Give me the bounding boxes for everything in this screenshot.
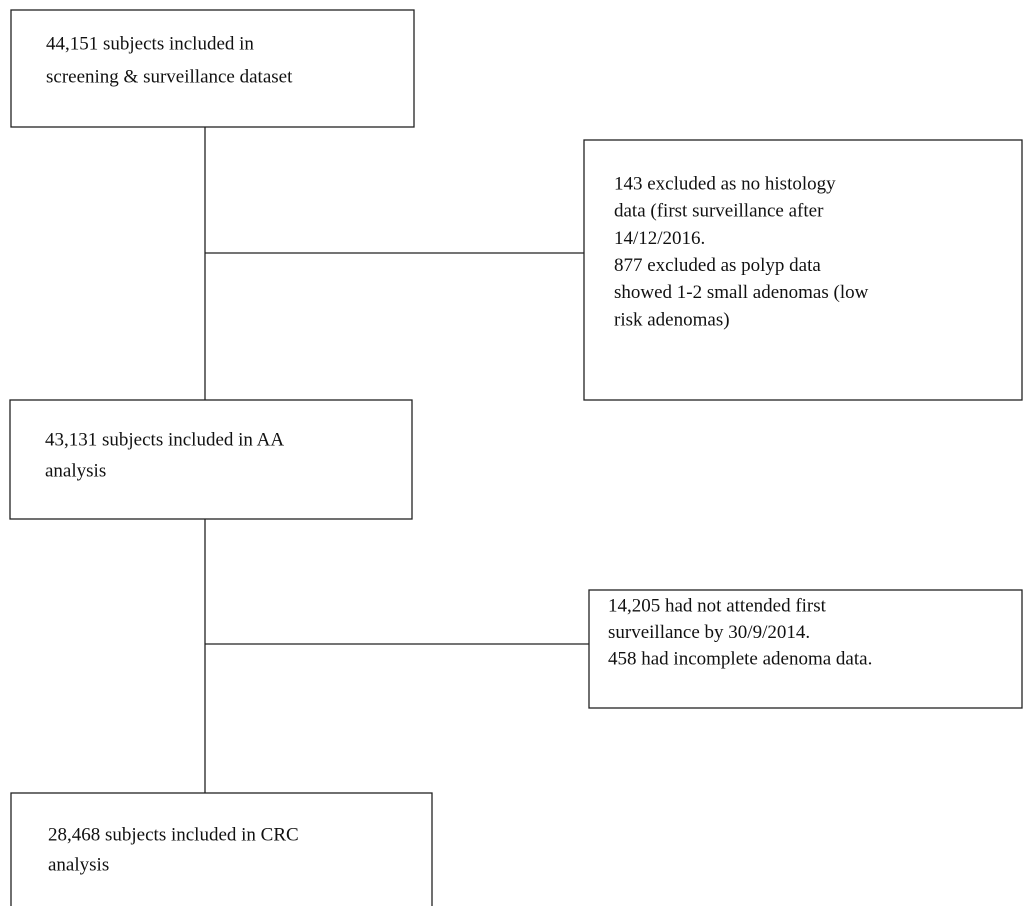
box-text: showed 1-2 small adenomas (low <box>614 282 869 303</box>
boxes: 44,151 subjects included in screening & s… <box>9 9 1023 906</box>
box-text: data (first surveillance after <box>614 201 824 222</box>
box-text: 877 excluded as polyp data <box>614 255 821 276</box>
box-text: surveillance by 30/9/2014. <box>608 622 810 643</box>
box <box>10 9 415 128</box>
box-text: 44,151 subjects included in <box>46 33 254 54</box>
box-text: 143 excluded as no histology <box>614 173 836 194</box>
box-text: 28,468 subjects included in CRC <box>48 824 299 845</box>
box <box>588 589 1023 709</box>
box <box>9 399 413 520</box>
box-text: analysis <box>48 854 109 875</box>
box-text: risk adenomas) <box>614 309 730 330</box>
box-text: 43,131 subjects included in AA <box>45 429 284 450</box>
box-text: analysis <box>45 460 106 481</box>
box-text: 458 had incomplete adenoma data. <box>608 648 872 669</box>
box-text: screening & surveillance dataset <box>46 66 293 87</box>
box <box>10 792 433 906</box>
box <box>583 139 1023 401</box>
box-text: 14/12/2016. <box>614 228 705 249</box>
box-text: 14,205 had not attended first <box>608 595 827 616</box>
